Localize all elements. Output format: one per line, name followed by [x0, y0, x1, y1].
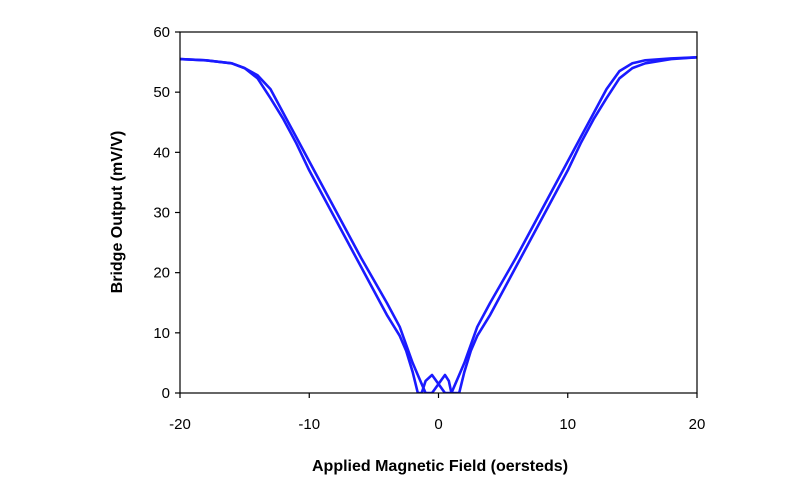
x-tick-label: 20	[689, 416, 706, 433]
y-tick-label: 20	[153, 265, 170, 282]
y-tick-label: 30	[153, 205, 170, 222]
y-tick-label: 40	[153, 144, 170, 161]
plot-area	[180, 55, 697, 393]
x-axis-title: Applied Magnetic Field (oersteds)	[312, 458, 568, 475]
y-axis-title: Bridge Output (mV/V)	[109, 131, 126, 294]
y-tick-label: 10	[153, 325, 170, 342]
series-line-2	[180, 55, 697, 393]
series-line-1	[180, 55, 697, 393]
axes: 0 10 20 30 40 50 60 -20 -10 0 10 20	[153, 24, 705, 433]
y-tick-label: 50	[153, 84, 170, 101]
x-tick-label: -10	[298, 416, 320, 433]
y-tick-label: 0	[162, 385, 170, 402]
x-tick-label: 0	[434, 416, 442, 433]
x-tick-label: 10	[559, 416, 576, 433]
plot-frame	[179, 31, 698, 394]
x-tick-label: -20	[169, 416, 191, 433]
y-tick-label: 60	[153, 24, 170, 41]
